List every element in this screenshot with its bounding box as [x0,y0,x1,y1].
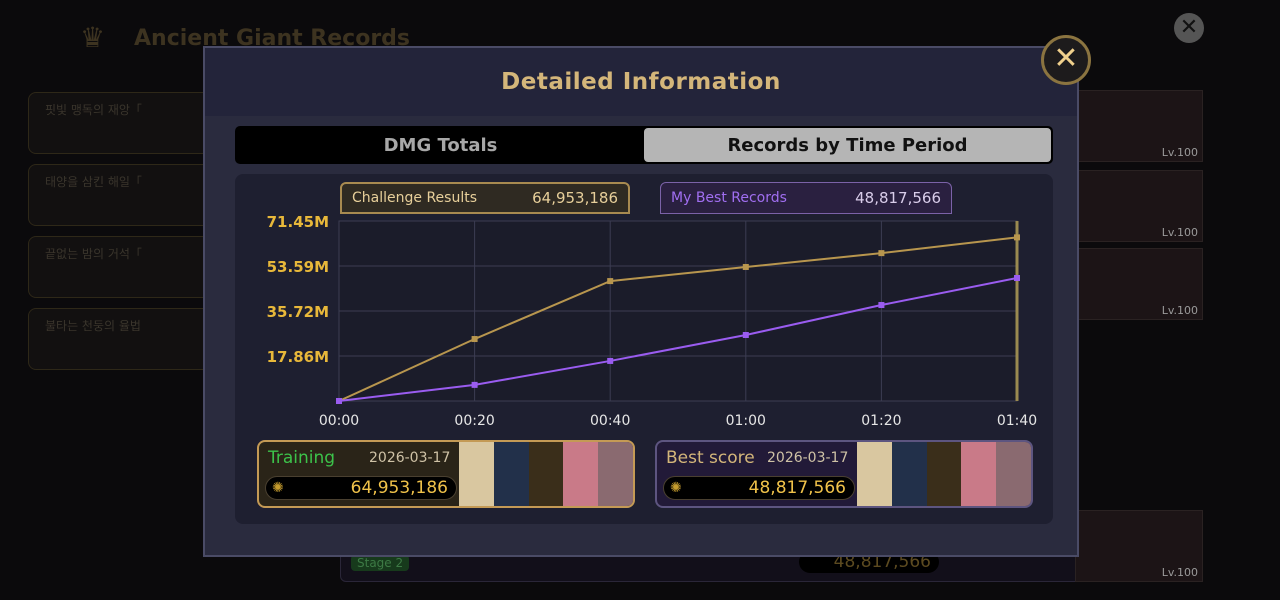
best-score-card[interactable]: Best score 2026-03-17 ✺ 48,817,566 [655,440,1033,508]
data-point [471,336,478,343]
boss-card[interactable]: 핏빛 맹독의 재앙「 [28,92,228,154]
tab-records-by-time[interactable]: Records by Time Period [644,128,1051,162]
stage-badge: Stage 2 [351,555,410,571]
legend-challenge-results: Challenge Results 64,953,186 [340,182,630,214]
legend-label: My Best Records [671,190,787,206]
data-point [607,357,614,364]
data-point [878,302,885,309]
legend-value: 64,953,186 [532,189,618,207]
tab-bar: DMG Totals Records by Time Period [235,126,1053,164]
score-date: 2026-03-17 [369,450,451,466]
team-portraits: Lv.100 [1075,90,1203,162]
boss-name: 불타는 천둥의 율법 [45,319,141,333]
x-tick-label: 01:40 [997,413,1037,429]
team-portraits: Lv.100 [1075,248,1203,320]
level-label: Lv.100 [1161,226,1198,239]
x-tick-label: 00:20 [454,413,494,429]
x-tick-label: 00:40 [590,413,630,429]
tab-dmg-totals[interactable]: DMG Totals [383,134,498,156]
legend-value: 48,817,566 [855,189,941,207]
chart-panel: Challenge Results 64,953,186 My Best Rec… [235,174,1053,524]
crest-icon: ✺ [272,480,284,496]
level-label: Lv.100 [1161,146,1198,159]
modal-title: Detailed Information [205,48,1077,116]
detail-modal: Detailed Information DMG Totals Records … [203,46,1079,557]
x-tick-label: 01:20 [861,413,901,429]
background-close-icon[interactable]: ✕ [1174,13,1204,43]
boss-card[interactable]: 불타는 천둥의 율법 [28,308,228,370]
boss-name: 핏빛 맹독의 재앙「 [45,103,142,117]
data-point [1014,234,1020,241]
legend-label: Challenge Results [352,190,477,206]
boss-card[interactable]: 태양을 삼킨 해일「 [28,164,228,226]
score-value: 48,817,566 [748,478,846,498]
data-point [336,398,342,404]
score-label: Training [268,448,336,468]
team-portraits: Lv.100 [1075,510,1203,582]
data-point [1014,275,1020,282]
series-line [338,236,1018,402]
score-bar: ✺ 48,817,566 [663,476,855,500]
legend-my-best: My Best Records 48,817,566 [660,182,952,214]
x-tick-label: 00:00 [319,413,359,429]
score-date: 2026-03-17 [767,450,849,466]
level-label: Lv.100 [1161,566,1198,579]
series-line [338,277,1018,402]
boss-card[interactable]: 끝없는 밤의 거석「 [28,236,228,298]
data-point [742,263,749,270]
x-tick-label: 01:00 [726,413,766,429]
y-tick-label: 53.59M [267,258,329,276]
close-modal-button[interactable]: ✕ [1041,35,1091,85]
crest-icon: ✺ [670,480,682,496]
team-portraits: Lv.100 [1075,170,1203,242]
team-portraits [459,442,633,506]
team-portraits [857,442,1031,506]
data-point [878,250,885,257]
data-point [607,278,614,285]
score-label: Best score [666,448,755,468]
training-score-card[interactable]: Training 2026-03-17 ✺ 64,953,186 [257,440,635,508]
y-tick-label: 17.86M [267,348,329,366]
data-point [742,331,749,338]
y-tick-label: 35.72M [267,303,329,321]
boss-name: 끝없는 밤의 거석「 [45,247,142,261]
score-bar: ✺ 64,953,186 [265,476,457,500]
line-chart: 17.86M 35.72M 53.59M 71.45M 00:00 00:20 00:40 0… [267,213,1038,429]
y-tick-label: 71.45M [267,213,329,231]
boss-name: 태양을 삼킨 해일「 [45,175,142,189]
level-label: Lv.100 [1161,304,1198,317]
crest-icon: ♛ [80,21,106,54]
score-value: 64,953,186 [350,478,448,498]
data-point [471,381,478,388]
